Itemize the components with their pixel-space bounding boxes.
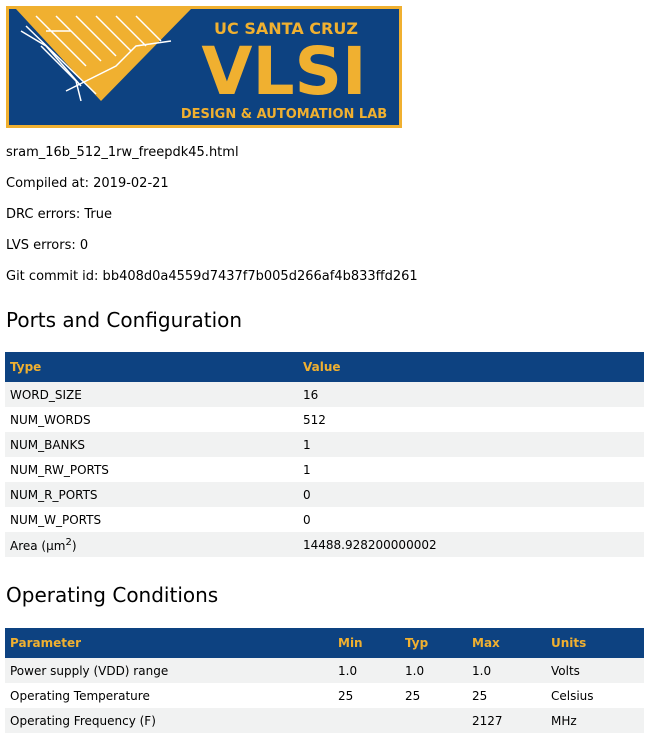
ports-table: Type Value WORD_SIZE 16 NUM_WORDS 512 NUM_BAN… [5, 352, 644, 557]
table-row: NUM_R_PORTS 0 [5, 482, 644, 507]
drc-errors: DRC errors: True [6, 207, 112, 222]
table-cell: 25 [405, 688, 421, 703]
col-value: Value [298, 352, 644, 382]
table-cell: 1.0 [467, 658, 546, 683]
table-row: NUM_W_PORTS 0 [5, 507, 644, 532]
table-cell: NUM_WORDS [10, 412, 91, 427]
table-row: NUM_WORDS 512 [5, 407, 644, 432]
table-cell: 1 [298, 432, 644, 457]
col-min: Min [333, 628, 400, 658]
table-cell [400, 708, 467, 733]
table-cell: 1.0 [333, 658, 400, 683]
table-row: Operating Frequency (F) 2127 MHz [5, 708, 644, 733]
table-cell: 16 [298, 382, 644, 407]
table-cell: 1 [303, 462, 311, 477]
svg-text:DESIGN & AUTOMATION LAB: DESIGN & AUTOMATION LAB [181, 107, 387, 122]
svg-text:VLSI: VLSI [201, 33, 366, 110]
table-cell: 512 [303, 412, 326, 427]
table-cell: 1.0 [400, 658, 467, 683]
ports-heading: Ports and Configuration [6, 308, 243, 332]
col-max: Max [467, 628, 546, 658]
table-cell: 0 [303, 512, 311, 527]
col-type: Type [5, 352, 298, 382]
compiled-date: Compiled at: 2019-02-21 [6, 176, 169, 191]
table-cell: Operating Frequency (F) [5, 708, 333, 733]
table-row: Operating Temperature 25 25 25 Celsius [5, 683, 644, 708]
table-row: Power supply (VDD) range 1.0 1.0 1.0 Volts [5, 658, 644, 683]
table-cell: 2127 [467, 708, 546, 733]
conditions-heading: Operating Conditions [6, 583, 219, 607]
conditions-table: Parameter Min Typ Max Units Power supply… [5, 628, 644, 733]
table-cell: Celsius [551, 688, 594, 703]
table-cell [333, 708, 400, 733]
table-cell: MHz [546, 708, 644, 733]
col-units: Units [546, 628, 644, 658]
table-cell: NUM_W_PORTS [10, 512, 102, 527]
vlsi-lab-logo: UC SANTA CRUZ VLSI DESIGN & AUTOMATION L… [6, 6, 402, 128]
svg-text:UC SANTA CRUZ: UC SANTA CRUZ [214, 19, 358, 38]
table-row: NUM_RW_PORTS 1 [5, 457, 644, 482]
col-typ: Typ [400, 628, 467, 658]
table-row: NUM_BANKS 1 [5, 432, 644, 457]
table-cell: 25 [472, 688, 488, 703]
table-cell: Volts [546, 658, 644, 683]
table-row: WORD_SIZE 16 [5, 382, 644, 407]
col-parameter: Parameter [5, 628, 333, 658]
area-label: Area (µm2) [5, 532, 298, 557]
table-cell: NUM_BANKS [5, 432, 298, 457]
table-cell: Operating Temperature [10, 688, 150, 703]
file-name: sram_16b_512_1rw_freepdk45.html [6, 145, 239, 160]
lvs-errors: LVS errors: 0 [6, 238, 89, 253]
area-value: 14488.928200000002 [298, 532, 644, 557]
table-cell: NUM_RW_PORTS [10, 462, 109, 477]
table-cell: NUM_R_PORTS [5, 482, 298, 507]
git-commit: Git commit id: bb408d0a4559d7437f7b005d2… [6, 269, 418, 284]
table-cell: 0 [298, 482, 644, 507]
table-cell: Power supply (VDD) range [5, 658, 333, 683]
table-cell: 25 [338, 688, 354, 703]
table-cell: WORD_SIZE [5, 382, 298, 407]
table-row: Area (µm2) 14488.928200000002 [5, 532, 644, 557]
